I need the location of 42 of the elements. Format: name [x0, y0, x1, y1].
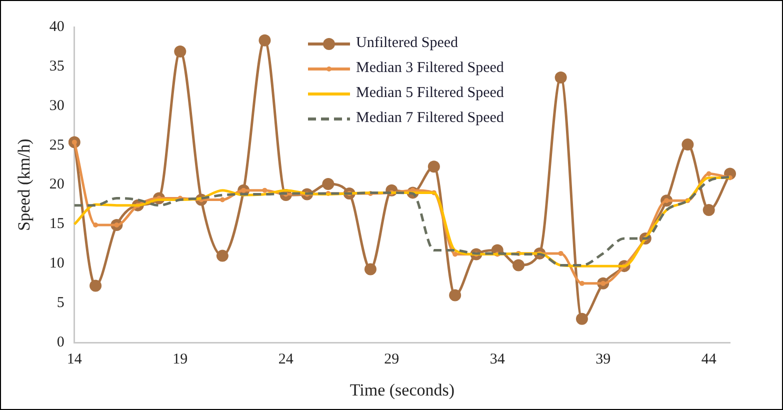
y-tick-label: 40 — [49, 18, 64, 35]
y-tick-label: 25 — [49, 137, 64, 154]
point — [174, 45, 186, 58]
y-tick-label: 15 — [49, 216, 64, 232]
x-tick-label: 39 — [596, 352, 611, 368]
y-tick-label: 20 — [49, 176, 64, 193]
point — [554, 71, 567, 84]
point — [682, 138, 694, 151]
x-tick-label: 29 — [384, 352, 400, 368]
point — [90, 280, 102, 292]
x-axis-title: Time (seconds) — [350, 380, 455, 400]
legend-label: Median 3 Filtered Speed — [356, 60, 504, 77]
point — [322, 178, 334, 190]
y-tick-label: 10 — [49, 256, 64, 272]
x-tick-label: 24 — [278, 352, 294, 368]
y-tick-label: 0 — [56, 334, 64, 351]
y-tick-label: 35 — [49, 58, 64, 74]
legend-label: Median 7 Filtered Speed — [356, 110, 504, 127]
point — [428, 160, 440, 173]
point — [93, 222, 98, 228]
point — [576, 312, 588, 325]
point — [558, 250, 564, 256]
point — [220, 197, 225, 202]
y-tick-label: 30 — [49, 98, 64, 114]
x-tick-label: 44 — [701, 352, 717, 368]
point — [258, 34, 271, 46]
point — [702, 204, 715, 216]
x-tick-label: 34 — [490, 352, 506, 368]
point — [706, 171, 712, 176]
point — [262, 188, 268, 193]
y-tick-label: 5 — [56, 295, 64, 312]
point — [364, 263, 376, 276]
legend-label: Median 5 Filtered Speed — [356, 85, 504, 102]
point — [452, 252, 458, 257]
x-tick-label: 14 — [66, 352, 82, 368]
point — [579, 280, 584, 286]
x-tick-label: 19 — [172, 352, 188, 368]
point — [512, 259, 525, 272]
point — [216, 250, 228, 262]
legend-label: Unfiltered Speed — [356, 35, 458, 52]
y-axis-title: Speed (km/h) — [14, 138, 34, 231]
point — [449, 289, 462, 302]
